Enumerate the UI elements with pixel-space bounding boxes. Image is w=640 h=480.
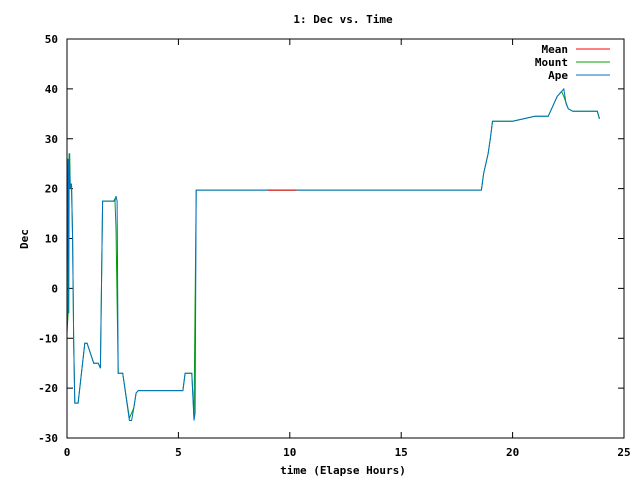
y-tick-label: -30 (38, 432, 58, 445)
y-axis-label: Dec (18, 229, 31, 249)
legend-label: Mount (535, 56, 568, 69)
y-tick-label: 20 (45, 183, 58, 196)
x-axis-label: time (Elapse Hours) (280, 464, 406, 477)
x-tick-label: 0 (64, 446, 71, 459)
x-tick-label: 20 (506, 446, 519, 459)
legend-label: Ape (548, 69, 568, 82)
y-tick-label: -20 (38, 382, 58, 395)
y-tick-label: -10 (38, 332, 58, 345)
plot-series (66, 87, 600, 421)
y-tick-label: 0 (51, 282, 58, 295)
plot-frame (66, 38, 625, 439)
series-line-mount (66, 90, 600, 420)
y-tick-label: 40 (45, 83, 58, 96)
x-tick-label: 25 (617, 446, 630, 459)
x-tick-label: 15 (395, 446, 408, 459)
x-tick-label: 5 (175, 446, 182, 459)
x-tick-label: 10 (283, 446, 296, 459)
y-tick-label: 50 (45, 33, 58, 46)
y-tick-label: 10 (45, 233, 58, 246)
chart-title: 1: Dec vs. Time (293, 13, 393, 26)
y-tick-label: 30 (45, 133, 58, 146)
x-axis: 0 5 10 15 20 25 (64, 39, 631, 459)
y-axis: -30 -20 -10 0 10 20 30 40 50 (38, 33, 624, 445)
series-line-ape (66, 87, 600, 421)
legend-label: Mean (542, 43, 569, 56)
